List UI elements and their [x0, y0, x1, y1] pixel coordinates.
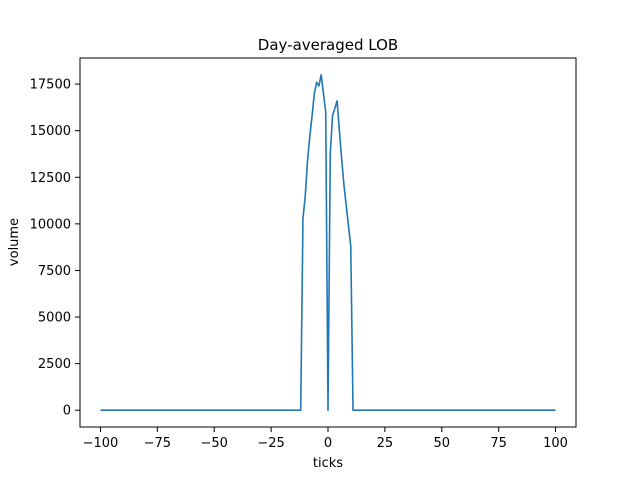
series-line-0	[100, 73, 556, 412]
y-tick-label: 5000	[38, 311, 71, 326]
x-tick-label: −25	[257, 436, 284, 451]
y-tick-label: 2500	[38, 357, 71, 372]
x-tick-label: −75	[144, 436, 171, 451]
chart-title: Day-averaged LOB	[258, 36, 398, 54]
x-tick-label: −50	[201, 436, 228, 451]
x-tick-label: 25	[377, 436, 394, 451]
plot-lines	[100, 73, 556, 412]
x-axis-label: ticks	[313, 456, 343, 471]
y-tick-label: 12500	[30, 171, 71, 186]
y-tick-label: 15000	[30, 124, 71, 139]
y-axis-label: volume	[7, 218, 22, 266]
x-tick-label: 100	[543, 436, 568, 451]
x-tick-label: 0	[324, 436, 332, 451]
y-tick-label: 17500	[30, 78, 71, 93]
y-axis: 0 2500 5000 7500 10000 12500 15000 17500	[30, 78, 80, 419]
y-tick-label: 7500	[38, 264, 71, 279]
x-tick-label: −100	[83, 436, 119, 451]
y-tick-label: 0	[63, 404, 71, 419]
x-tick-label: 75	[490, 436, 507, 451]
x-tick-label: 50	[433, 436, 450, 451]
x-axis: −100 −75 −50 −25 0 25 50 75 100	[83, 427, 568, 451]
y-tick-label: 10000	[30, 217, 71, 232]
